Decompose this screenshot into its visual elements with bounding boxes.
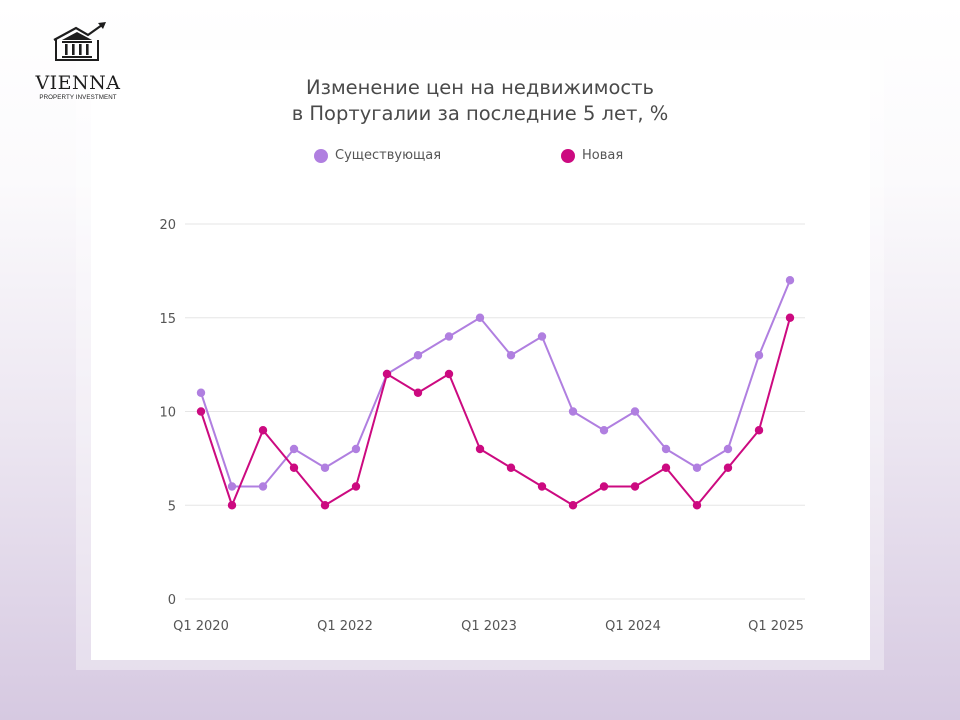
series-line-new — [200, 317, 791, 507]
chart-title-line2: в Португалии за последние 5 лет, % — [291, 102, 669, 125]
data-point[interactable] — [754, 426, 764, 435]
data-point[interactable] — [475, 313, 485, 322]
data-point[interactable] — [351, 444, 361, 454]
data-point[interactable] — [785, 276, 795, 285]
series-line-existing — [200, 279, 791, 488]
data-point[interactable] — [444, 332, 454, 341]
data-point[interactable] — [258, 482, 268, 491]
y-tick-label: 5 — [168, 499, 176, 514]
data-point[interactable] — [599, 426, 609, 435]
chart-title-line1: Изменение цен на недвижимость — [306, 76, 654, 99]
data-point[interactable] — [413, 351, 423, 360]
brand-name: VIENNA — [35, 72, 121, 94]
data-point[interactable] — [475, 444, 485, 454]
data-point[interactable] — [754, 351, 764, 360]
data-point[interactable] — [506, 351, 516, 360]
legend-label-new: Новая — [582, 148, 624, 163]
x-tick-label: Q1 2020 — [173, 619, 229, 634]
data-point[interactable] — [661, 444, 671, 454]
legend-item-existing[interactable]: Существующая — [314, 148, 441, 163]
data-point[interactable] — [723, 444, 733, 454]
data-point[interactable] — [196, 388, 206, 397]
x-tick-label: Q1 2024 — [605, 619, 661, 634]
data-point[interactable] — [785, 313, 795, 322]
data-point[interactable] — [692, 463, 702, 472]
data-point[interactable] — [227, 482, 237, 491]
data-point[interactable] — [630, 407, 640, 416]
data-point[interactable] — [320, 463, 330, 472]
brand-logo: VIENNA PROPERTY INVESTMENT — [28, 20, 128, 105]
chart-card — [91, 50, 870, 660]
data-point[interactable] — [692, 501, 702, 510]
data-point[interactable] — [630, 482, 640, 491]
data-point[interactable] — [382, 369, 392, 379]
data-point[interactable] — [227, 501, 237, 510]
building-chart-icon — [53, 22, 106, 61]
data-point[interactable] — [413, 388, 423, 397]
data-point[interactable] — [568, 501, 578, 510]
data-point[interactable] — [289, 444, 299, 454]
legend-item-new[interactable]: Новая — [561, 148, 623, 163]
x-tick-label: Q1 2022 — [317, 619, 373, 634]
y-tick-label: 15 — [159, 312, 176, 327]
legend-marker-new-icon — [561, 148, 575, 163]
data-point[interactable] — [506, 463, 516, 472]
data-point[interactable] — [661, 463, 671, 472]
legend-label-existing: Существующая — [335, 148, 442, 163]
chart-title: Изменение цен на недвижимость в Португал… — [200, 75, 760, 127]
data-point[interactable] — [258, 426, 268, 435]
data-point[interactable] — [723, 463, 733, 472]
y-tick-label: 0 — [168, 593, 176, 608]
brand-tagline: PROPERTY INVESTMENT — [39, 94, 117, 101]
data-point[interactable] — [289, 463, 299, 472]
data-point[interactable] — [537, 332, 547, 341]
y-tick-label: 10 — [159, 406, 176, 421]
data-point[interactable] — [351, 482, 361, 491]
data-point[interactable] — [537, 482, 547, 491]
data-point[interactable] — [320, 501, 330, 510]
y-tick-label: 20 — [159, 218, 176, 233]
x-tick-label: Q1 2025 — [748, 619, 804, 634]
data-point[interactable] — [568, 407, 578, 416]
data-point[interactable] — [599, 482, 609, 491]
legend-marker-existing-icon — [314, 148, 328, 163]
x-tick-label: Q1 2023 — [461, 619, 517, 634]
data-point[interactable] — [444, 369, 454, 379]
data-point[interactable] — [196, 407, 206, 416]
